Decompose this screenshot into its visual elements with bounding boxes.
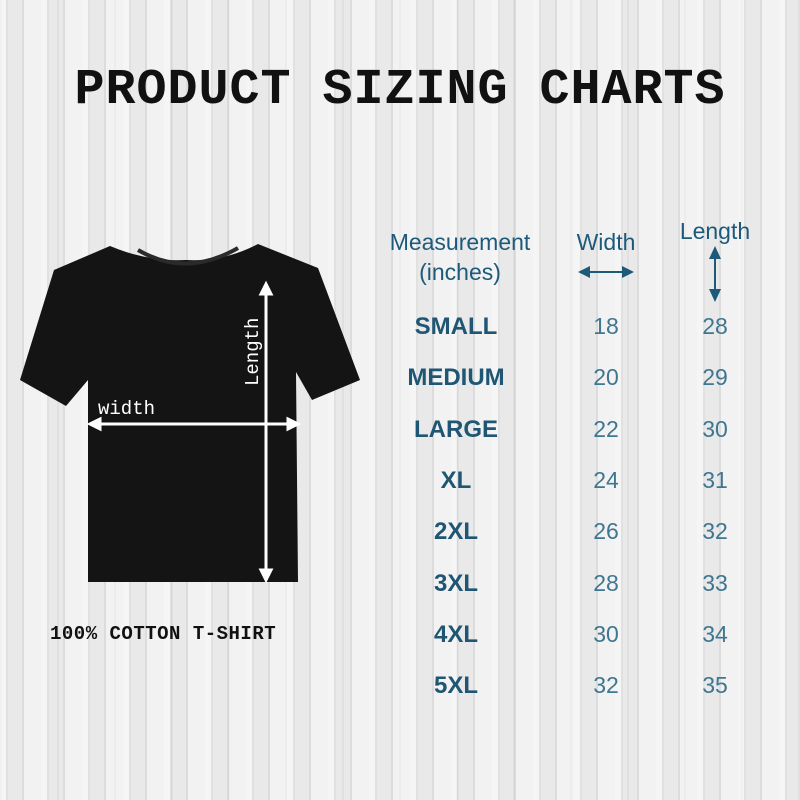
width-arrow-icon: [86, 416, 302, 432]
tshirt-shape: [20, 244, 360, 582]
length-value: 33: [702, 569, 728, 596]
size-label: MEDIUM: [407, 364, 505, 392]
size-label: 3XL: [433, 569, 478, 597]
size-label: 4XL: [433, 620, 478, 648]
length-value: 29: [702, 364, 728, 391]
shirt-caption: 100% COTTON T-SHIRT: [50, 623, 277, 645]
measurement-label: Measurement: [389, 229, 531, 255]
size-label: SMALL: [414, 313, 498, 340]
tshirt-illustration: width Length: [20, 244, 360, 584]
size-label: 2XL: [433, 518, 478, 546]
size-label: LARGE: [414, 415, 498, 443]
width-value: 30: [593, 620, 619, 647]
width-value: 28: [593, 569, 619, 596]
vertical-arrow-icon: [709, 246, 721, 302]
size-label: XL: [440, 466, 472, 494]
width-label: width: [98, 398, 155, 420]
horizontal-arrow-icon: [578, 266, 634, 278]
length-value: 32: [702, 518, 728, 545]
size-label: 5XL: [433, 672, 478, 700]
page-title: PRODUCT SIZING CHARTS: [74, 62, 726, 119]
width-header: Width: [556, 227, 656, 287]
length-value: 34: [702, 620, 728, 647]
width-value: 20: [593, 364, 619, 391]
width-value: 26: [593, 518, 619, 545]
length-arrow-icon: [258, 280, 274, 584]
length-label: Length: [242, 318, 264, 386]
length-header: Length: [665, 216, 765, 309]
width-header-label: Width: [576, 229, 636, 255]
width-value: 32: [593, 672, 619, 699]
length-header-label: Length: [679, 218, 751, 244]
width-value: 24: [593, 466, 619, 493]
length-value: 28: [702, 313, 728, 339]
length-value: 35: [702, 672, 728, 699]
unit-label: (inches): [419, 259, 501, 285]
width-value: 22: [593, 415, 619, 442]
length-value: 31: [702, 466, 728, 493]
measurement-header: Measurement (inches): [370, 227, 550, 287]
length-value: 30: [702, 415, 728, 442]
width-value: 18: [593, 313, 619, 339]
